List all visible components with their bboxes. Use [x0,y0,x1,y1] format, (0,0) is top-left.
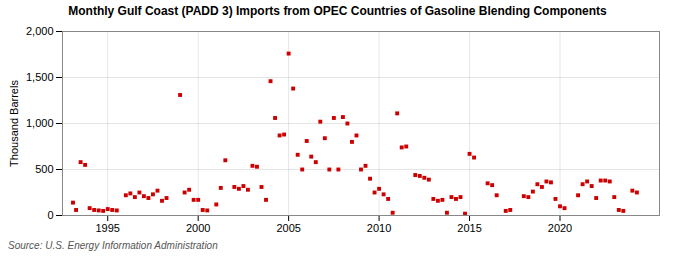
svg-text:1995: 1995 [95,222,119,234]
svg-text:2,000: 2,000 [26,25,54,37]
svg-text:Thousand Barrels: Thousand Barrels [8,80,20,167]
svg-text:2000: 2000 [186,222,210,234]
svg-text:2005: 2005 [276,222,300,234]
svg-text:1,500: 1,500 [26,71,54,83]
svg-text:1,000: 1,000 [26,117,54,129]
svg-text:0: 0 [47,209,53,221]
html-text:Monthly Gulf Coast (PADD 3) Im: Monthly Gulf Coast (PADD 3) Imports from… [68,4,607,18]
svg-text:2010: 2010 [367,222,391,234]
html-text:Source: U.S. Energy Informatio: Source: U.S. Energy Information Administ… [8,240,218,251]
svg-text:2015: 2015 [457,222,481,234]
svg-text:500: 500 [35,163,53,175]
svg-text:2020: 2020 [548,222,572,234]
